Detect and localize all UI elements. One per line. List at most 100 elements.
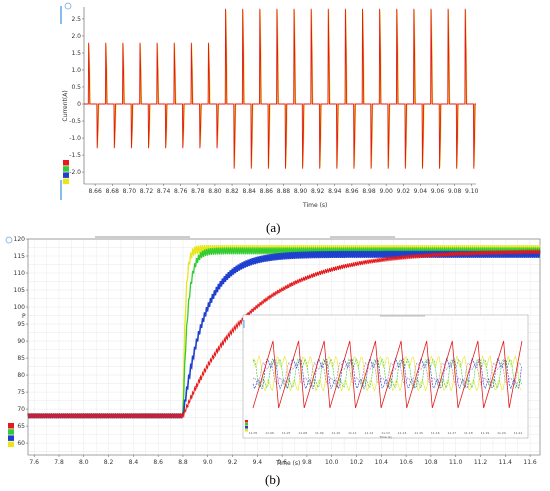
- inset-x-tick-label: 11.18: [464, 431, 473, 435]
- chart-a-legend-swatch: [63, 166, 69, 172]
- chart-b-red-marker: [272, 292, 276, 296]
- chart-b-red-marker: [298, 278, 302, 283]
- inset-legend-swatch: [245, 423, 248, 426]
- chart-b-x-tick-label: 11.4: [499, 459, 513, 466]
- chart-a-y-tick-label: 2.0: [71, 33, 81, 40]
- chart-a-x-tick-label: 9.06: [431, 188, 445, 195]
- chart-b-y-tick-label: 90: [17, 338, 25, 345]
- inset-red-line: [252, 340, 523, 409]
- chart-b-x-tick-label: 8.2: [104, 459, 114, 466]
- chart-a-x-tick-label: 9.02: [397, 188, 411, 195]
- chart-a-x-tick-label: 8.74: [157, 188, 171, 195]
- chart-a: -2.0 -1.5 -1.0 -0.5 0 0.5 1.0 1.5 2.0 2.5 8.66 8.68…: [0, 0, 550, 235]
- chart-b-red-marker: [446, 252, 450, 256]
- chart-b-red-marker: [532, 250, 536, 254]
- chart-b-red-marker: [324, 269, 328, 273]
- chart-b-red-marker: [320, 270, 324, 274]
- chart-b-red-marker: [472, 251, 476, 255]
- chart-b-x-tick-label: 11.6: [523, 459, 537, 466]
- chart-a-y-tick-label: 0: [77, 101, 81, 108]
- chart-b-red-marker: [194, 385, 198, 389]
- chart-a-x-tick-label: 9.10: [465, 188, 479, 195]
- chart-a-y-tick-label: -0.5: [69, 118, 81, 125]
- chart-b-red-marker: [411, 255, 415, 259]
- chart-b-red-marker: [268, 295, 272, 299]
- chart-b-red-marker: [398, 256, 402, 260]
- chart-b-red-marker: [315, 272, 319, 276]
- chart-a-x-tick-label: 8.70: [123, 188, 137, 195]
- chart-b-red-marker: [350, 263, 354, 267]
- chart-a-top-marker: [64, 2, 72, 10]
- chart-b-red-marker: [511, 250, 515, 254]
- chart-b-x-tick-label: 7.8: [54, 459, 64, 466]
- chart-a-x-tick-label: 8.68: [106, 188, 120, 195]
- chart-b-x-tick-label: 10.2: [350, 459, 364, 466]
- chart-b-legend-swatch: [8, 429, 14, 435]
- chart-b-red-marker: [237, 321, 241, 325]
- chart-b: 60 65 70 75 80 85 90 95 100 105 110 115 120 7.6 7.8 8.0…: [5, 236, 541, 487]
- chart-b-x-tick-label: 11.2: [474, 459, 488, 466]
- inset-x-tick-label: 11.17: [447, 431, 456, 435]
- chart-b-red-marker: [476, 251, 480, 255]
- inset-x-tick-label: 11.21: [514, 431, 523, 435]
- chart-a-x-tick-label: 8.66: [88, 188, 102, 195]
- chart-b-y-tick-label: 80: [17, 372, 25, 379]
- inset-blue-line: [252, 357, 522, 390]
- chart-b-red-marker: [489, 251, 493, 255]
- inset-x-axis-label: Time (s): [378, 435, 391, 439]
- inset-x-tick-label: 11.20: [497, 431, 506, 435]
- chart-b-red-marker: [385, 257, 389, 261]
- chart-b-x-axis-label: Time (s): [275, 460, 300, 467]
- chart-b-red-marker: [211, 355, 215, 359]
- inset-x-tick-label: 11.06: [265, 431, 274, 435]
- chart-b-red-marker: [302, 277, 306, 281]
- chart-b-red-marker: [515, 250, 519, 254]
- chart-b-y-tick-label: 115: [14, 253, 26, 260]
- chart-a-x-tick-label: 8.96: [345, 188, 359, 195]
- chart-a-x-tick-label: 8.82: [225, 188, 239, 195]
- chart-b-red-marker: [181, 414, 185, 418]
- chart-b-x-tick-label: 10.8: [424, 459, 438, 466]
- chart-b-red-marker: [424, 254, 428, 258]
- chart-b-red-marker: [359, 261, 363, 265]
- chart-a-x-tick-label: 8.84: [243, 188, 257, 195]
- chart-a-caption: (a): [266, 220, 280, 235]
- chart-b-red-marker: [381, 258, 385, 262]
- chart-b-red-marker: [376, 258, 380, 262]
- chart-b-x-tick-label: 8.4: [129, 459, 139, 466]
- chart-b-legend-swatch: [8, 423, 14, 429]
- chart-b-red-marker: [294, 280, 298, 284]
- chart-b-red-marker: [502, 250, 506, 254]
- chart-a-x-tick-label: 8.88: [277, 188, 291, 195]
- chart-a-x-tick-label: 8.86: [260, 188, 274, 195]
- chart-a-x-tick-label: 8.80: [208, 188, 222, 195]
- chart-b-red-marker: [389, 257, 393, 261]
- chart-b-red-marker: [485, 251, 489, 255]
- chart-b-red-marker: [216, 348, 220, 352]
- chart-b-y-tick-label: 95: [17, 321, 25, 328]
- chart-a-x-tick-label: 9.08: [448, 188, 462, 195]
- chart-b-red-marker: [337, 266, 341, 270]
- chart-b-x-tick-label: 8.8: [178, 459, 188, 466]
- inset-x-tick-label: 11.09: [315, 431, 324, 435]
- chart-b-y-tick-label: 60: [17, 440, 25, 447]
- inset-x-tick-label: 11.08: [298, 431, 307, 435]
- inset-legend-swatch: [245, 426, 248, 429]
- chart-b-x-tick-label: 10.6: [399, 459, 413, 466]
- chart-b-red-marker: [289, 283, 293, 287]
- chart-b-top-marker: [5, 236, 13, 244]
- chart-b-x-tick-label: 9.8: [302, 459, 312, 466]
- chart-b-x-tick-label: 9.4: [253, 459, 263, 466]
- chart-b-red-marker: [463, 252, 467, 256]
- chart-b-y-tick-label: 70: [17, 406, 25, 413]
- inset-x-tick-label: 11.16: [431, 431, 440, 435]
- inset-x-tick-label: 11.11: [348, 431, 357, 435]
- chart-b-red-marker: [524, 250, 528, 254]
- inset-x-tick-label: 11.05: [249, 431, 258, 435]
- chart-a-y-tick-label: 1.0: [71, 67, 81, 74]
- chart-b-red-marker: [346, 264, 350, 268]
- inset-x-tick-label: 11.10: [332, 431, 341, 435]
- chart-b-red-marker: [190, 394, 194, 398]
- chart-b-red-marker: [207, 362, 211, 366]
- chart-b-x-tick-label: 7.6: [29, 459, 39, 466]
